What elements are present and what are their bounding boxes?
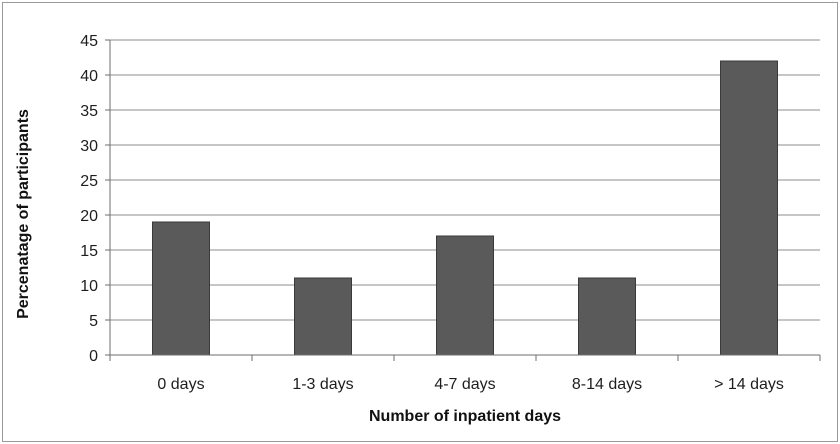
x-tick-label: 4-7 days [434, 376, 495, 393]
gridlines [110, 39, 820, 321]
x-tick-label: > 14 days [714, 376, 784, 393]
bar [720, 60, 778, 356]
x-tick-labels: 0 days 1-3 days 4-7 days 8-14 days > 14 days [157, 376, 783, 393]
y-tick-labels: 0 5 10 15 20 25 30 35 40 45 [80, 33, 98, 365]
axes [105, 39, 821, 361]
x-axis-title: Number of inpatient days [369, 408, 561, 425]
y-axis-title: Percenatage of participants [15, 109, 32, 319]
x-tick-label: 0 days [157, 376, 204, 393]
y-tick-label: 30 [80, 138, 98, 155]
y-tick-label: 45 [80, 33, 98, 50]
y-tick-label: 10 [80, 278, 98, 295]
y-tick-label: 15 [80, 243, 98, 260]
bar [294, 277, 352, 356]
bars [152, 60, 778, 356]
y-tick-label: 20 [80, 208, 98, 225]
bar [436, 235, 494, 356]
bar [152, 221, 210, 356]
y-tick-label: 5 [89, 313, 98, 330]
y-tick-label: 25 [80, 173, 98, 190]
x-tick-label: 8-14 days [572, 376, 642, 393]
x-tick-label: 1-3 days [292, 376, 353, 393]
y-tick-label: 35 [80, 103, 98, 120]
bar [578, 277, 636, 356]
y-tick-label: 0 [89, 348, 98, 365]
y-tick-label: 40 [80, 68, 98, 85]
